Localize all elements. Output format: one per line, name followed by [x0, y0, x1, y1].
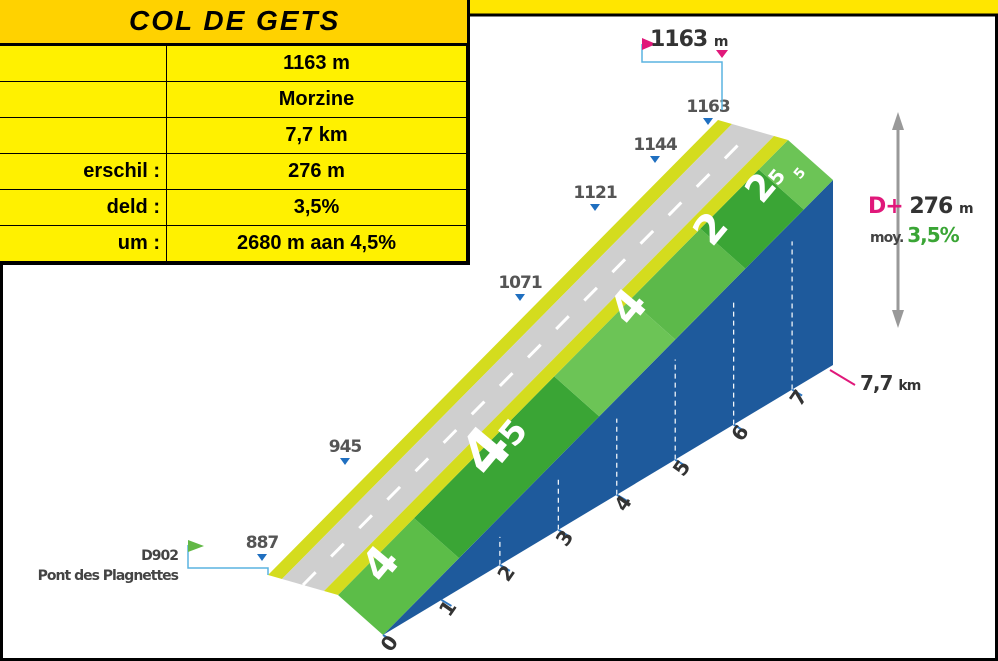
table-cell — [0, 82, 167, 118]
flag-pin — [716, 50, 728, 58]
table-row: 1163 m — [0, 46, 467, 82]
table-cell: erschil : — [0, 154, 167, 190]
altitude-pin — [515, 294, 525, 301]
arrow-head — [892, 112, 904, 130]
km-label: 2 — [492, 561, 519, 585]
top-band — [465, 0, 998, 14]
start-road: D902 — [141, 548, 178, 564]
table-row: Morzine — [0, 82, 467, 118]
start-name: Pont des Plagnettes — [38, 568, 179, 584]
distance-label: 7,7 km — [860, 371, 921, 395]
table-cell — [0, 46, 167, 82]
table-cell: 3,5% — [167, 190, 467, 226]
altitude-label: 945 — [329, 437, 362, 457]
table-cell: deld : — [0, 190, 167, 226]
km-label: 5 — [668, 456, 695, 480]
ascent-value: 276 — [909, 194, 953, 219]
table-cell: 7,7 km — [167, 118, 467, 154]
ascent-label: D+ 276 m — [868, 194, 973, 219]
end-line — [830, 370, 855, 385]
table-cell: 276 m — [167, 154, 467, 190]
km-label: 1 — [434, 596, 461, 620]
table-row: 7,7 km — [0, 118, 467, 154]
km-label: 7 — [785, 386, 812, 410]
table-row: erschil :276 m — [0, 154, 467, 190]
altitude-pin — [257, 554, 267, 561]
summit-unit: m — [714, 34, 728, 50]
ascent-unit: m — [959, 201, 973, 217]
km-label: 4 — [609, 491, 636, 515]
arrow-head — [892, 310, 904, 328]
table-cell: 2680 m aan 4,5% — [167, 226, 467, 262]
start-flag — [188, 540, 204, 552]
table-cell — [0, 118, 167, 154]
km-label: 3 — [551, 526, 578, 550]
table-cell: 1163 m — [167, 46, 467, 82]
altitude-pin — [590, 204, 600, 211]
km-label: 6 — [726, 421, 753, 445]
summit-value: 1163 — [650, 27, 707, 52]
distance-value: 7,7 — [860, 371, 893, 395]
altitude-pin — [340, 458, 350, 465]
average-label: moy. 3,5% — [870, 223, 960, 247]
summit-label: 1163 m — [650, 27, 728, 52]
average-prefix: moy. — [870, 230, 903, 246]
altitude-label: 1071 — [498, 273, 541, 293]
altitude-label: 887 — [246, 533, 279, 553]
ascent-prefix: D+ — [868, 194, 903, 219]
altitude-label: 1121 — [573, 183, 616, 203]
table-row: deld :3,5% — [0, 190, 467, 226]
average-value: 3,5% — [907, 223, 959, 247]
page: 01234567445422558879451071112111441163 1… — [0, 0, 998, 661]
table-title: COL DE GETS — [0, 0, 467, 45]
km-label: 0 — [375, 631, 402, 655]
table-cell: Morzine — [167, 82, 467, 118]
altitude-label: 1163 — [686, 97, 729, 117]
altitude-pin — [703, 118, 713, 125]
table-row: um :2680 m aan 4,5% — [0, 226, 467, 262]
altitude-pin — [650, 156, 660, 163]
table-cell: um : — [0, 226, 167, 262]
distance-unit: km — [898, 378, 920, 394]
altitude-label: 1144 — [633, 135, 677, 155]
